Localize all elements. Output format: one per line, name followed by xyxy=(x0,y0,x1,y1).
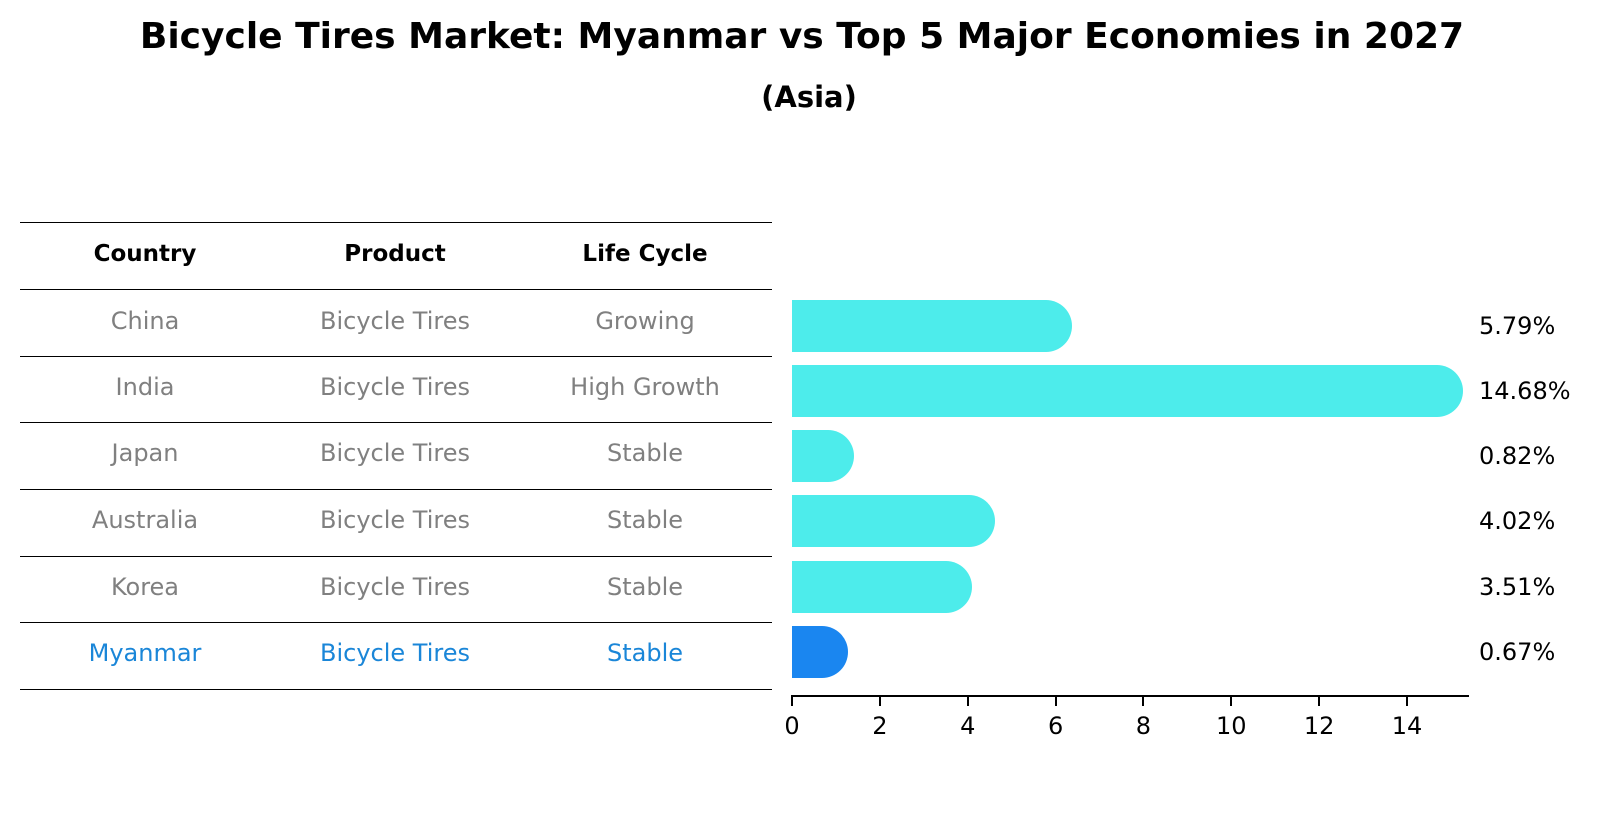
value-label: 14.68% xyxy=(1479,377,1571,405)
bar xyxy=(792,300,1073,352)
value-label: 0.82% xyxy=(1479,442,1556,470)
cell-product: Bicycle Tires xyxy=(320,573,470,601)
x-tick-label: 2 xyxy=(872,712,888,740)
table-rule xyxy=(20,489,772,490)
x-tick xyxy=(966,697,969,706)
x-tick-label: 6 xyxy=(1047,712,1064,740)
bar xyxy=(792,365,1463,417)
cell-life-cycle: Stable xyxy=(606,573,684,601)
x-tick xyxy=(878,697,881,706)
cell-country: Japan xyxy=(111,439,179,467)
x-tick-label: 0 xyxy=(784,712,800,740)
bar xyxy=(792,495,995,547)
cell-country: Australia xyxy=(91,506,199,534)
bar-highlight xyxy=(792,626,848,678)
x-tick-label: 14 xyxy=(1391,712,1423,740)
cell-life-cycle-highlight: Stable xyxy=(606,639,684,667)
x-tick xyxy=(1406,697,1409,706)
chart-title: Bicycle Tires Market: Myanmar vs Top 5 M… xyxy=(139,16,1465,57)
x-tick xyxy=(1142,697,1145,706)
cell-product: Bicycle Tires xyxy=(320,307,470,335)
bar xyxy=(792,561,973,613)
value-label: 4.02% xyxy=(1479,507,1556,535)
cell-life-cycle: Stable xyxy=(606,439,684,467)
table-rule xyxy=(20,289,772,290)
x-tick-label: 12 xyxy=(1303,712,1335,740)
cell-country: Korea xyxy=(110,573,180,601)
value-label: 5.79% xyxy=(1479,312,1556,340)
x-tick-label: 4 xyxy=(960,712,976,740)
cell-product: Bicycle Tires xyxy=(320,373,470,401)
table-rule xyxy=(20,356,772,357)
x-tick xyxy=(1054,697,1057,706)
table-rule xyxy=(20,222,772,223)
cell-life-cycle: High Growth xyxy=(570,373,720,401)
cell-life-cycle: Growing xyxy=(595,307,695,335)
header-product: Product xyxy=(344,241,446,267)
cell-life-cycle: Stable xyxy=(606,506,684,534)
x-tick-label: 8 xyxy=(1135,712,1152,740)
cell-product: Bicycle Tires xyxy=(320,439,470,467)
x-axis xyxy=(791,695,1469,697)
cell-country-highlight: Myanmar xyxy=(88,639,202,667)
x-tick xyxy=(1230,697,1233,706)
cell-product-highlight: Bicycle Tires xyxy=(320,639,470,667)
header-life-cycle: Life Cycle xyxy=(582,241,708,267)
x-tick-label: 10 xyxy=(1216,712,1247,740)
cell-country: China xyxy=(110,307,180,335)
x-tick xyxy=(1318,697,1321,706)
table-rule xyxy=(20,556,772,557)
value-label: 0.67% xyxy=(1479,638,1556,666)
cell-product: Bicycle Tires xyxy=(320,506,470,534)
cell-country: India xyxy=(115,373,175,401)
bar xyxy=(792,430,855,482)
table-rule xyxy=(20,622,772,623)
value-label: 3.51% xyxy=(1479,573,1556,601)
header-country: Country xyxy=(93,241,197,267)
table-rule xyxy=(20,689,772,690)
table-rule xyxy=(20,422,772,423)
chart-subtitle: (Asia) xyxy=(761,80,857,114)
x-tick xyxy=(791,697,793,706)
